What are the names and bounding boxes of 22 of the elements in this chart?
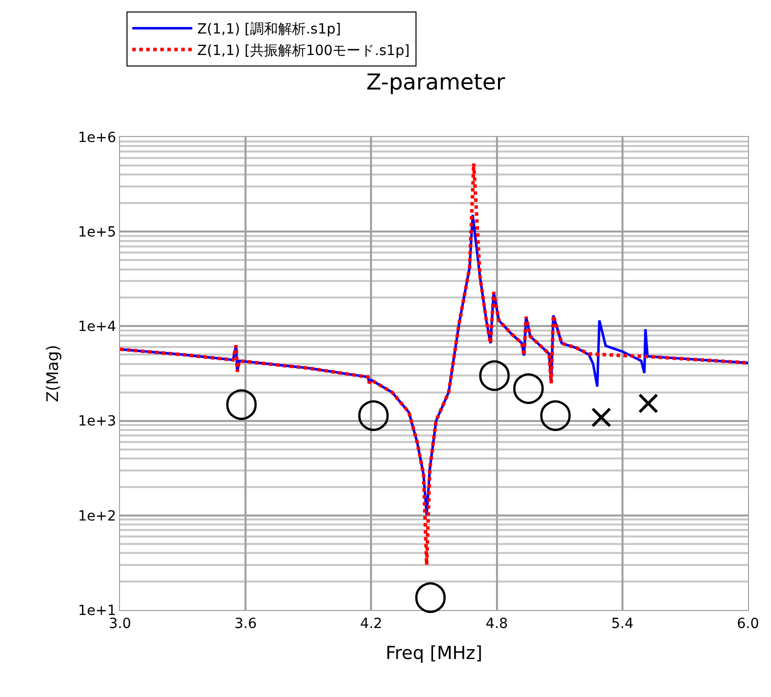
legend-label: Z(1,1) [調和解析.s1p] — [197, 22, 341, 38]
annotation: × — [634, 383, 662, 423]
x-axis-title: Freq [MHz] — [386, 642, 482, 664]
y-tick-label: 1e+5 — [78, 224, 116, 240]
annotation: ○ — [356, 390, 391, 436]
annotation: ○ — [224, 379, 259, 425]
y-tick-label: 1e+3 — [78, 414, 116, 430]
annotation: ○ — [477, 350, 512, 396]
x-tick-label: 6.0 — [736, 616, 760, 632]
y-axis-title: Z(Mag) — [42, 344, 62, 402]
y-tick-label: 1e+4 — [78, 319, 116, 336]
y-tick-label: 1e+2 — [78, 508, 116, 524]
x-tick-label: 3.6 — [234, 616, 257, 632]
x-tick-label: 4.2 — [360, 616, 382, 632]
line-series — [120, 162, 748, 567]
y-tick-label: 1e+6 — [78, 130, 116, 146]
x-tick-label: 4.8 — [486, 616, 508, 632]
legend-label: Z(1,1) [共振解析100モード.s1p] — [197, 42, 410, 59]
chart-title: Z-parameter — [366, 70, 506, 96]
annotation: × — [587, 397, 616, 437]
x-tick-label: 5.4 — [611, 616, 634, 632]
annotation: ○ — [413, 572, 448, 618]
